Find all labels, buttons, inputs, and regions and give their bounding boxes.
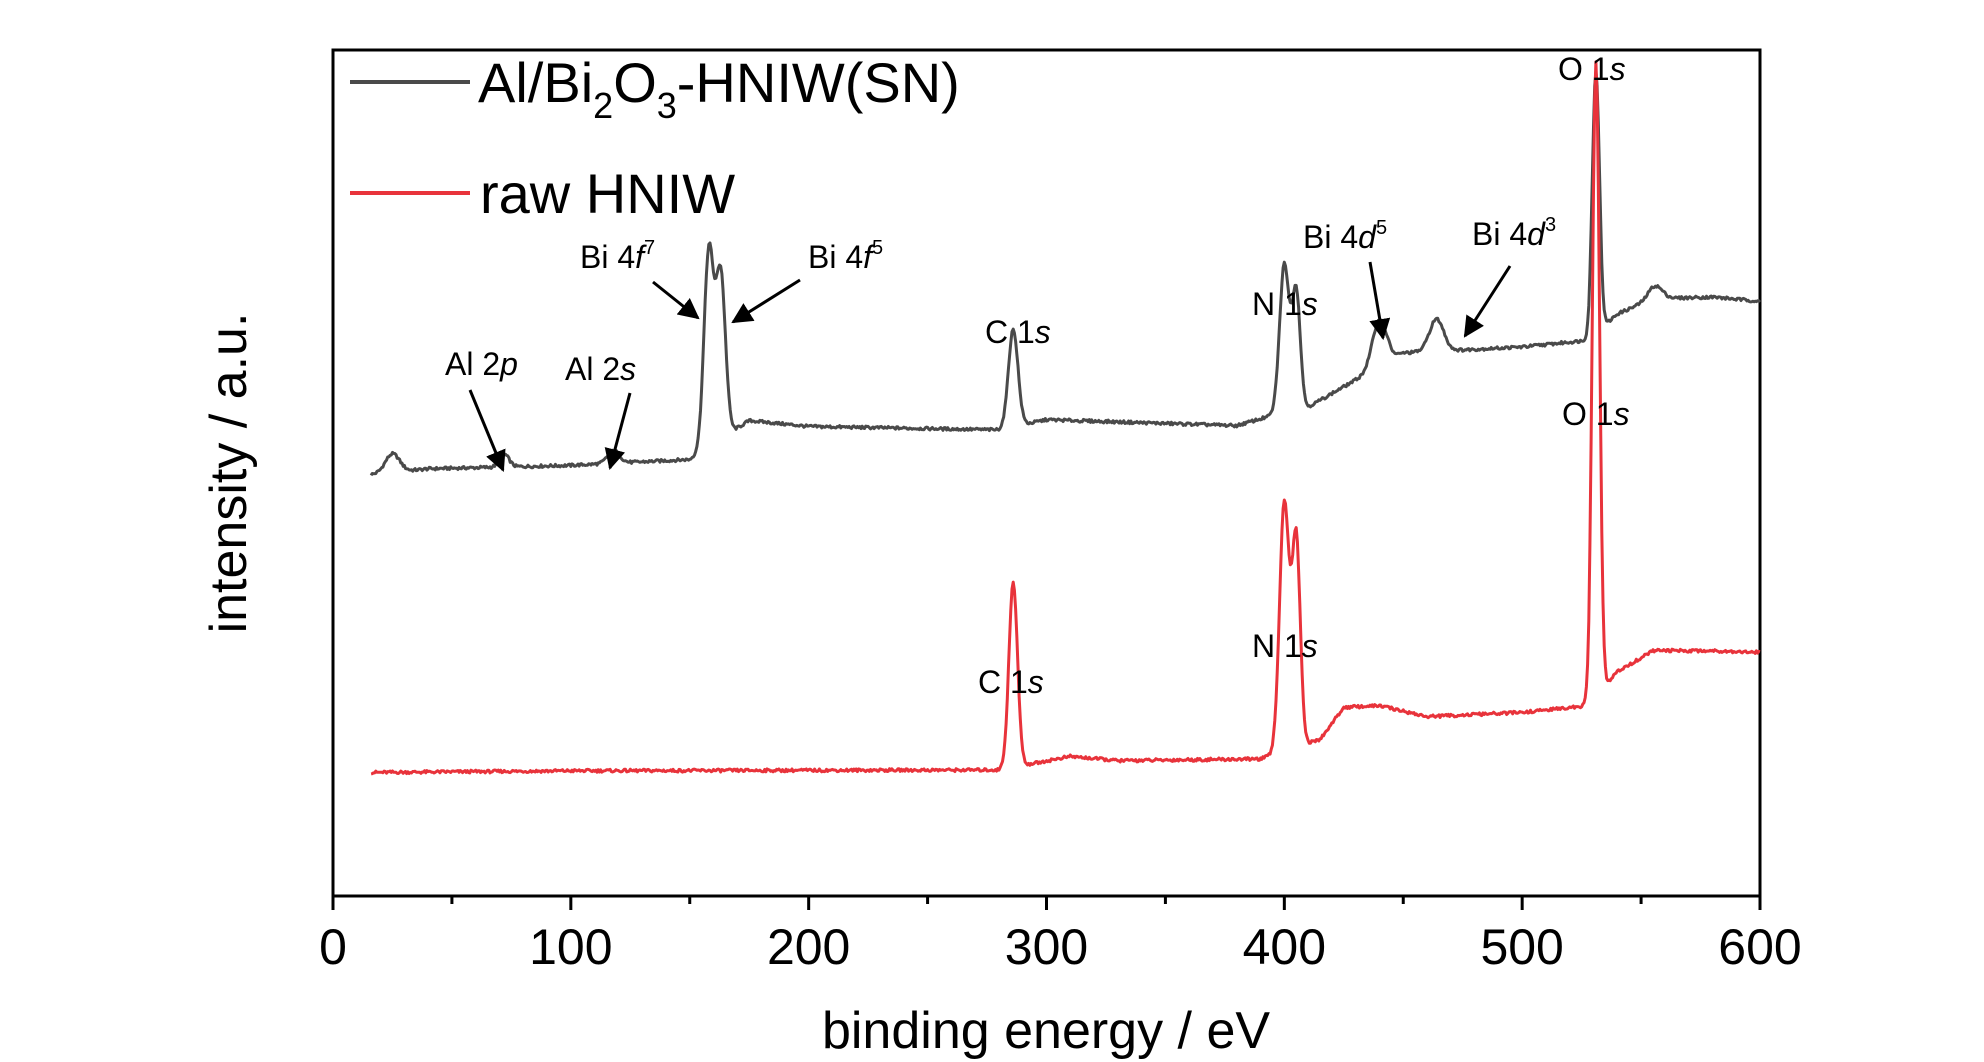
y-axis-title: intensity / a.u. [200, 313, 258, 634]
x-tick-label: 100 [529, 919, 612, 975]
peak-arrow [604, 392, 632, 471]
series-layer [369, 60, 1762, 776]
peak-label: N 1s [1252, 286, 1318, 322]
x-tick-label: 0 [319, 919, 347, 975]
x-tick-label: 400 [1243, 919, 1326, 975]
legend: Al/Bi2O3-HNIW(SN) raw HNIW [350, 51, 960, 225]
legend-label-series0-tail: -HNIW(SN) [677, 51, 960, 114]
legend-label-series0-mid: O [613, 51, 657, 114]
legend-label-series1: raw HNIW [480, 162, 735, 225]
peak-label: Bi 4f7 [580, 237, 655, 275]
peak-label: Bi 4d5 [1303, 217, 1387, 255]
peak-label: Al 2s [565, 351, 636, 387]
peak-label: C 1s [978, 664, 1044, 700]
peak-label: Al 2p [445, 346, 518, 382]
legend-label-series0-sub2: 3 [657, 85, 677, 126]
legend-label-series0-base: Al/Bi [478, 51, 593, 114]
x-tick-label: 600 [1718, 919, 1801, 975]
legend-label-series0: Al/Bi2O3-HNIW(SN) [478, 51, 960, 126]
peak-arrow [731, 278, 801, 324]
peak-annotations: Al 2p Al 2s Bi 4f7 Bi 4f5 C 1s N 1s Bi 4d5 Bi 4… [445, 51, 1630, 700]
peak-label: O 1s [1562, 396, 1630, 432]
peak-label: Bi 4d3 [1472, 214, 1556, 252]
peak-label: Bi 4f5 [808, 237, 883, 275]
peak-label: O 1s [1558, 51, 1626, 87]
x-tick-label: 500 [1480, 919, 1563, 975]
peak-arrow [652, 280, 700, 320]
series-line-1 [370, 60, 1761, 776]
legend-label-series0-sub1: 2 [593, 85, 613, 126]
peak-label: N 1s [1252, 628, 1318, 664]
x-axis-title: binding energy / eV [822, 1002, 1270, 1060]
peak-arrow [468, 389, 506, 472]
peak-arrow [1463, 265, 1512, 338]
series-line-0 [369, 70, 1762, 477]
x-tick-label: 300 [1005, 919, 1088, 975]
peak-arrow [1368, 261, 1391, 341]
peak-label: C 1s [985, 314, 1051, 350]
x-tick-label: 200 [767, 919, 850, 975]
x-axis: 0 100 200 300 400 500 600 [319, 896, 1802, 975]
